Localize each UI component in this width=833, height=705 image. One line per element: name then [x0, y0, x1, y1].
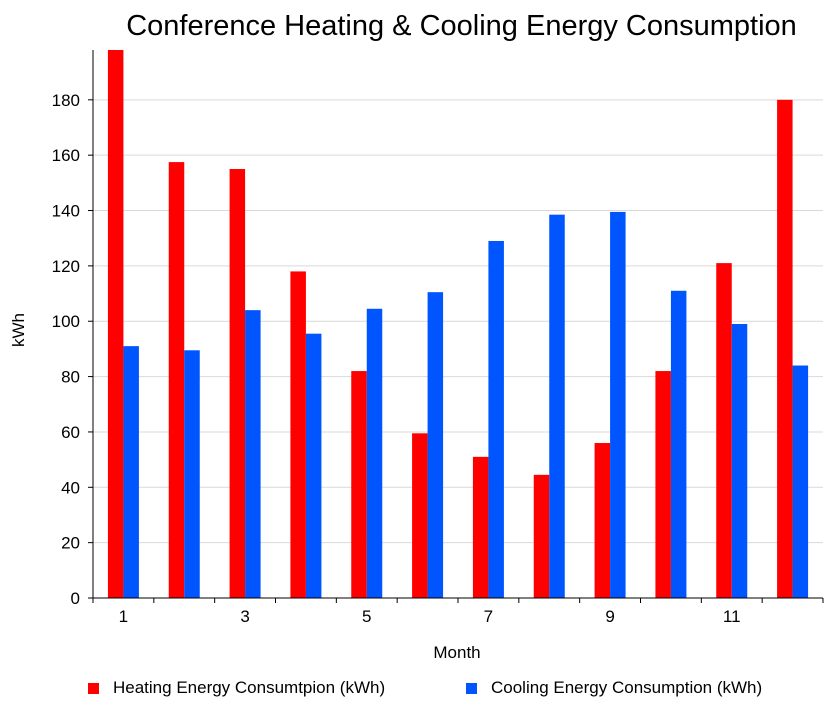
- bar-heating-8: [533, 474, 550, 598]
- bar-cooling-2: [184, 350, 200, 598]
- bar-cooling-7: [488, 240, 504, 598]
- y-tick-label: 0: [71, 589, 80, 608]
- bar-heating-5: [351, 371, 367, 598]
- legend-label-cooling: Cooling Energy Consumption (kWh): [491, 678, 763, 697]
- chart-area: 0 20 40 60 80 100 120 140 160 180 1 3 5 7 9 11 kWh Mont…: [9, 50, 824, 662]
- legend: Heating Energy Consumtpion (kWh) Cooling…: [0, 678, 833, 702]
- bar-cooling-10: [670, 290, 687, 598]
- y-tick-label: 60: [61, 423, 80, 442]
- legend-label-heating: Heating Energy Consumtpion (kWh): [113, 678, 386, 697]
- bar-cooling-3: [245, 310, 261, 598]
- bar-heating-10: [655, 371, 671, 598]
- x-tick-label: 5: [362, 607, 371, 626]
- y-tick-label: 40: [61, 478, 80, 497]
- bar-cooling-6: [427, 292, 444, 598]
- bar-cooling-5: [366, 308, 383, 598]
- y-tick-label: 140: [52, 202, 80, 221]
- chart-title: Conference Heating & Cooling Energy Cons…: [126, 10, 797, 42]
- bar-heating-6: [412, 433, 428, 598]
- x-tick-label: 3: [240, 607, 249, 626]
- legend-swatch-cooling: [466, 682, 477, 694]
- bar-heating-7: [472, 456, 489, 598]
- y-tick-label: 80: [61, 368, 80, 387]
- axes: [88, 50, 824, 603]
- bar-heating-1: [107, 50, 124, 598]
- bar-heating-9: [594, 443, 611, 598]
- bar-cooling-8: [549, 214, 565, 599]
- bar-heating-2: [168, 162, 185, 598]
- bar-cooling-1: [123, 346, 139, 598]
- bar-cooling-12: [792, 365, 809, 598]
- bars: [107, 50, 809, 599]
- legend-swatch-heating: [88, 682, 99, 694]
- y-tick-label: 100: [52, 312, 80, 331]
- bar-cooling-11: [731, 324, 748, 598]
- legend-item-cooling: Cooling Energy Consumption (kWh): [466, 678, 762, 698]
- tick-labels: 0 20 40 60 80 100 120 140 160 180 1 3 5 7 9 11: [52, 91, 741, 626]
- x-tick-label: 7: [484, 607, 493, 626]
- y-tick-label: 20: [61, 534, 80, 553]
- bar-cooling-9: [610, 211, 626, 598]
- x-axis-title: Month: [433, 643, 480, 662]
- bar-heating-11: [716, 263, 732, 598]
- bar-heating-4: [290, 271, 306, 598]
- y-tick-label: 160: [52, 146, 80, 165]
- y-axis-title: kWh: [9, 313, 28, 347]
- bar-heating-12: [777, 99, 793, 599]
- y-tick-label: 120: [52, 257, 80, 276]
- y-tick-label: 180: [52, 91, 80, 110]
- bar-cooling-4: [305, 333, 322, 598]
- legend-item-heating: Heating Energy Consumtpion (kWh): [88, 678, 385, 698]
- x-tick-label: 11: [723, 607, 741, 626]
- x-tick-label: 1: [119, 607, 128, 626]
- bar-heating-3: [229, 169, 246, 598]
- gridlines: [93, 99, 823, 544]
- x-tick-label: 9: [605, 607, 614, 626]
